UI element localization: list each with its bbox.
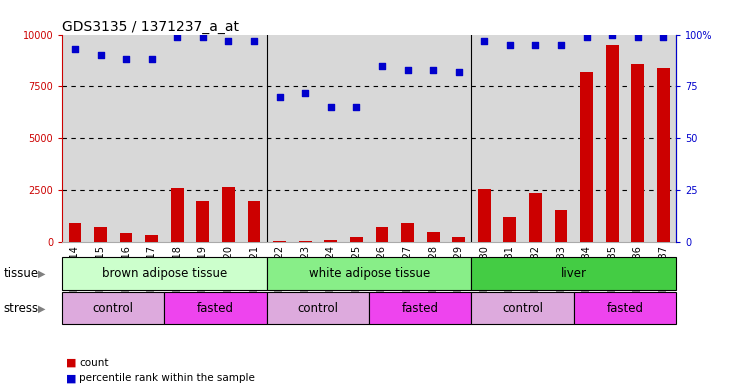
Text: tissue: tissue	[4, 267, 39, 280]
Bar	[471, 257, 676, 290]
Point	[145, 56, 158, 63]
Bar	[427, 232, 439, 242]
Point	[325, 104, 336, 110]
Point	[300, 89, 311, 96]
Bar	[606, 45, 618, 242]
Bar	[376, 227, 388, 242]
Text: ■: ■	[66, 373, 76, 383]
Bar	[580, 72, 593, 242]
Bar	[120, 233, 132, 242]
Bar	[267, 257, 471, 290]
Point	[95, 52, 107, 58]
Point	[658, 33, 670, 40]
Point	[197, 33, 209, 40]
Bar	[478, 189, 491, 242]
Bar	[222, 187, 235, 242]
Point	[402, 67, 414, 73]
Text: fasted: fasted	[607, 302, 643, 314]
Bar	[369, 292, 471, 324]
Bar	[145, 235, 158, 242]
Bar	[325, 240, 337, 242]
Point	[504, 42, 516, 48]
Text: ▶: ▶	[38, 269, 45, 279]
Text: control: control	[298, 302, 338, 314]
Point	[453, 69, 465, 75]
Bar	[632, 64, 644, 242]
Bar	[299, 241, 311, 242]
Text: count: count	[79, 358, 108, 368]
Bar	[197, 202, 209, 242]
Point	[632, 33, 644, 40]
Text: percentile rank within the sample: percentile rank within the sample	[79, 373, 255, 383]
Text: fasted: fasted	[197, 302, 234, 314]
Point	[249, 38, 260, 44]
Bar	[555, 210, 567, 242]
Text: control: control	[502, 302, 543, 314]
Bar	[350, 237, 363, 242]
Bar	[273, 241, 286, 242]
Bar	[62, 292, 164, 324]
Point	[222, 38, 234, 44]
Point	[556, 42, 567, 48]
Point	[581, 33, 593, 40]
Point	[427, 67, 439, 73]
Bar	[164, 292, 267, 324]
Point	[273, 94, 285, 100]
Bar	[94, 227, 107, 242]
Text: control: control	[93, 302, 134, 314]
Text: liver: liver	[561, 267, 587, 280]
Text: brown adipose tissue: brown adipose tissue	[102, 267, 227, 280]
Bar	[452, 237, 465, 242]
Bar	[248, 202, 260, 242]
Point	[69, 46, 81, 52]
Point	[529, 42, 541, 48]
Text: white adipose tissue: white adipose tissue	[308, 267, 430, 280]
Bar	[267, 292, 369, 324]
Point	[376, 63, 387, 69]
Bar	[657, 68, 670, 242]
Point	[351, 104, 363, 110]
Point	[478, 38, 490, 44]
Bar	[401, 223, 414, 242]
Bar	[69, 223, 81, 242]
Point	[606, 31, 618, 38]
Bar	[529, 193, 542, 242]
Text: ■: ■	[66, 358, 76, 368]
Bar	[574, 292, 676, 324]
Text: ▶: ▶	[38, 303, 45, 313]
Bar	[62, 257, 267, 290]
Bar	[504, 217, 516, 242]
Text: stress: stress	[4, 302, 39, 315]
Text: fasted: fasted	[402, 302, 439, 314]
Bar	[471, 292, 574, 324]
Point	[171, 33, 183, 40]
Text: GDS3135 / 1371237_a_at: GDS3135 / 1371237_a_at	[62, 20, 239, 33]
Bar	[171, 188, 183, 242]
Point	[120, 56, 132, 63]
